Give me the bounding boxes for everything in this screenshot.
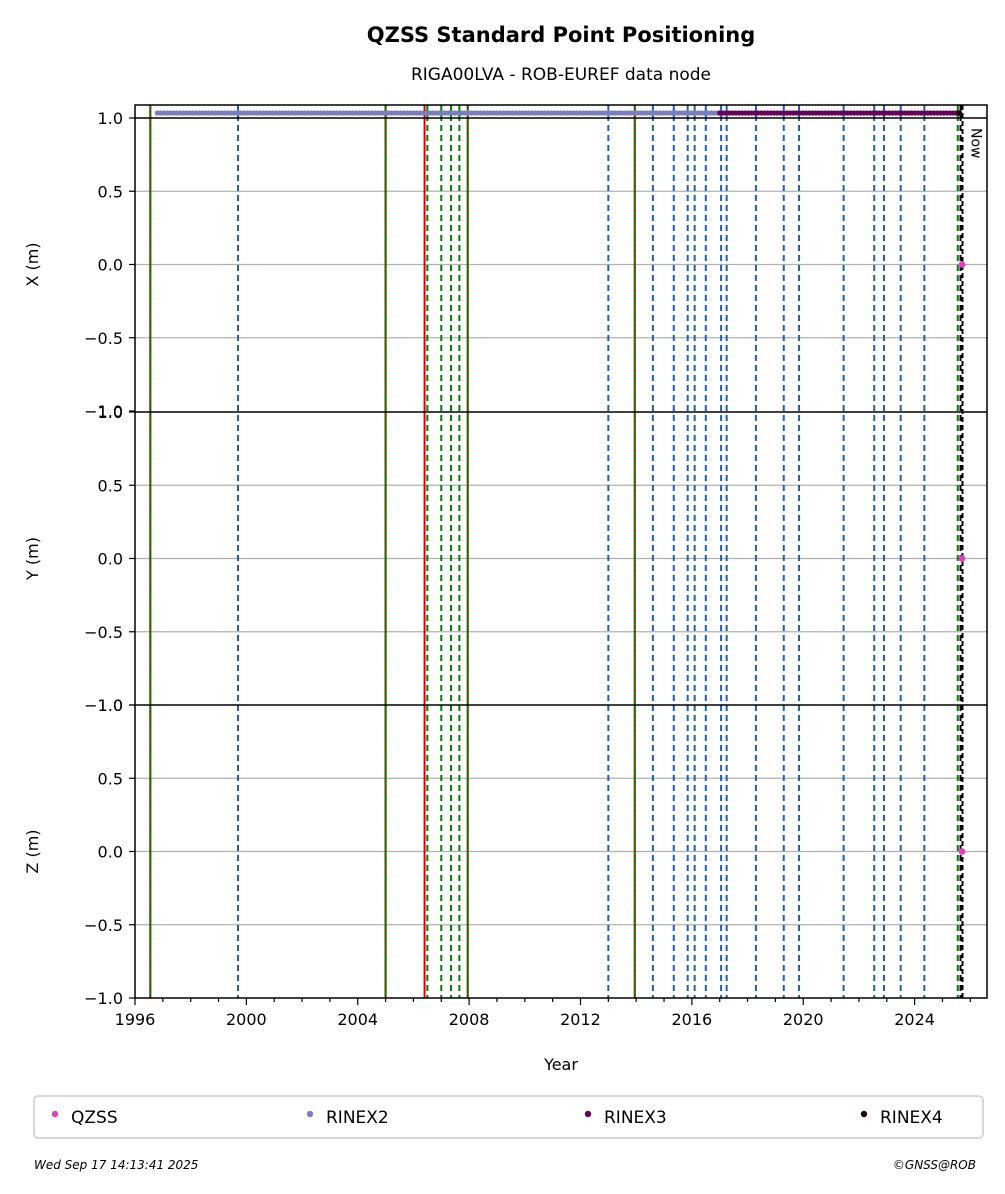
legend-marker: [306, 1110, 314, 1118]
y-axis-label: Z (m): [23, 829, 42, 873]
grid-lines: [135, 190, 987, 926]
legend-label: RINEX3: [604, 1108, 667, 1128]
y-tick-label: 0.5: [98, 476, 123, 495]
y-tick-label: −1.0: [84, 696, 123, 715]
legend-marker: [860, 1110, 868, 1118]
y-tick-label: −1.0: [84, 402, 123, 421]
data-point-qzss: [958, 555, 966, 562]
legend-label: RINEX2: [326, 1108, 389, 1128]
x-tick-label: 2008: [449, 1010, 490, 1029]
y-tick-label: 1.0: [98, 109, 123, 128]
y-tick-label: −1.0: [84, 989, 123, 1008]
now-label: Now: [967, 128, 983, 159]
event-lines: [149, 105, 964, 998]
y-tick-label: 0.0: [98, 550, 123, 569]
x-tick-label: 2016: [672, 1010, 713, 1029]
x-axis-label: Year: [543, 1055, 578, 1074]
y-tick-label: 0.0: [98, 843, 123, 862]
chart-subtitle: RIGA00LVA - ROB-EUREF data node: [411, 65, 711, 85]
data-point-qzss: [958, 848, 966, 855]
legend: QZSS RINEX2 RINEX3 RINEX4: [33, 1095, 984, 1139]
y-tick-label: 1.0: [98, 696, 123, 715]
timestamp: Wed Sep 17 14:13:41 2025: [34, 1158, 198, 1172]
plot-frame: Now: [134, 104, 988, 999]
y-tick-label: −0.5: [84, 916, 123, 935]
x-tick-label: 1996: [115, 1010, 156, 1029]
axes-frame: [134, 104, 988, 999]
y-tick-label: 0.5: [98, 182, 123, 201]
legend-label: QZSS: [71, 1108, 118, 1128]
x-tick-label: 2020: [783, 1010, 824, 1029]
availability-point-rinex4: [956, 110, 962, 116]
data-points: [154, 110, 966, 855]
x-tick-label: 2000: [226, 1010, 267, 1029]
legend-box: [33, 1095, 984, 1139]
chart-title: QZSS Standard Point Positioning: [367, 23, 756, 47]
y-tick-label: 1.0: [98, 403, 123, 422]
y-tick-label: 0.0: [98, 256, 123, 275]
y-tick-label: 0.5: [98, 769, 123, 788]
legend-marker: [51, 1110, 59, 1118]
y-axis-label: X (m): [23, 242, 42, 286]
legend-marker: [584, 1110, 592, 1118]
axis-ticks: −1.0 −0.5 0.0 0.5 1.0 X (m) −1.0 −0.5 0.0 0.5 1.0 Y…: [23, 109, 971, 1029]
x-tick-label: 2004: [337, 1010, 378, 1029]
y-tick-label: −0.5: [84, 623, 123, 642]
x-tick-label: 2024: [894, 1010, 935, 1029]
data-point-qzss: [958, 261, 966, 268]
y-tick-label: −0.5: [84, 329, 123, 348]
y-axis-label: Y (m): [23, 537, 42, 581]
credit: ©GNSS@ROB: [893, 1158, 976, 1172]
legend-label: RINEX4: [880, 1108, 943, 1128]
x-tick-label: 2012: [560, 1010, 601, 1029]
